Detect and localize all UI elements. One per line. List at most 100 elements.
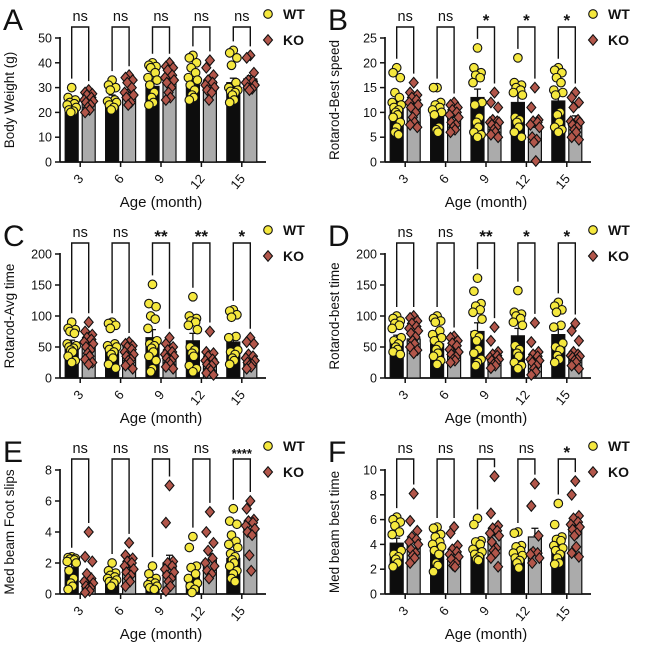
y-tick-label: 2 bbox=[370, 563, 377, 577]
legend-ko-marker bbox=[262, 249, 274, 263]
panel-letter: F bbox=[328, 436, 346, 469]
point-ko-15 bbox=[566, 488, 577, 501]
x-tick-label: 15 bbox=[227, 171, 248, 192]
point-wt-12 bbox=[192, 324, 203, 335]
bar-wt-6 bbox=[429, 111, 445, 163]
y-tick-label: 50 bbox=[38, 32, 52, 46]
sig-label-3: ns bbox=[398, 441, 413, 457]
sig-bracket-15 bbox=[557, 458, 576, 495]
sig-bracket-15 bbox=[557, 26, 576, 84]
y-tick-label: 15 bbox=[363, 81, 377, 95]
point-ko-6 bbox=[120, 359, 131, 372]
point-wt-15 bbox=[553, 498, 564, 509]
point-wt-3 bbox=[64, 565, 74, 576]
sig-label-3: ns bbox=[73, 9, 88, 25]
point-ko-9 bbox=[160, 516, 172, 529]
x-tick-label: 15 bbox=[552, 387, 573, 408]
point-wt-9 bbox=[477, 314, 487, 324]
legend-ko-label: KO bbox=[608, 248, 629, 264]
point-wt-6 bbox=[434, 549, 444, 560]
point-ko-12 bbox=[529, 477, 541, 490]
point-wt-9 bbox=[150, 314, 161, 324]
sig-label-12: ns bbox=[194, 9, 209, 25]
sig-label-15: * bbox=[563, 11, 570, 30]
panel-e: E 0 2 4 6 8 Med beam Foot slips Age (month) 3 ns 6… bbox=[0, 432, 325, 649]
sig-label-3: ns bbox=[398, 225, 413, 241]
y-tick-label: 0 bbox=[370, 372, 377, 386]
point-wt-15 bbox=[556, 77, 566, 88]
point-wt-3 bbox=[69, 328, 80, 339]
y-tick-label: 10 bbox=[38, 131, 52, 145]
y-tick-label: 0 bbox=[45, 372, 52, 386]
point-ko-12 bbox=[526, 368, 537, 382]
point-wt-6 bbox=[428, 566, 439, 577]
point-wt-9 bbox=[472, 43, 483, 53]
point-wt-6 bbox=[433, 127, 443, 138]
y-tick-label: 20 bbox=[38, 106, 52, 120]
panel-letter: A bbox=[3, 4, 23, 37]
x-tick-label: 12 bbox=[512, 171, 533, 192]
y-tick-label: 10 bbox=[363, 106, 377, 120]
point-ko-3 bbox=[83, 525, 94, 539]
point-ko-15 bbox=[566, 324, 577, 338]
y-tick-label: 25 bbox=[363, 32, 377, 46]
legend-wt-marker bbox=[263, 225, 273, 235]
sig-label-15: ns bbox=[234, 9, 249, 25]
sig-bracket-12 bbox=[192, 458, 211, 528]
point-wt-9 bbox=[149, 584, 160, 595]
legend-ko-label: KO bbox=[608, 32, 629, 48]
y-axis-title: Rotarod-Best speed bbox=[327, 40, 342, 160]
y-tick-label: 0 bbox=[370, 156, 377, 170]
x-axis-title: Age (month) bbox=[445, 410, 528, 427]
sig-label-12: ** bbox=[195, 227, 209, 246]
panel-c-chart: C 0 50 100 150 200 Rotarod-Avg time Age (month)… bbox=[2, 220, 305, 427]
point-wt-15 bbox=[230, 576, 240, 587]
legend-wt-label: WT bbox=[283, 6, 305, 22]
sig-label-9: ns bbox=[478, 441, 493, 457]
legend-ko-label: KO bbox=[283, 32, 304, 48]
point-wt-9 bbox=[151, 355, 161, 366]
x-tick-label: 9 bbox=[476, 387, 492, 402]
point-wt-9 bbox=[469, 519, 479, 530]
panel-letter: B bbox=[328, 4, 348, 37]
x-tick-label: 12 bbox=[187, 603, 208, 624]
point-wt-6 bbox=[430, 317, 441, 328]
point-ko-15 bbox=[570, 475, 581, 488]
sig-label-3: ns bbox=[398, 9, 413, 25]
point-wt-3 bbox=[393, 129, 404, 140]
panel-a-chart: A 0 10 20 30 40 50 Body Weight (g) Age (month) 3 n… bbox=[2, 4, 305, 211]
point-wt-9 bbox=[144, 80, 155, 90]
point-ko-15 bbox=[566, 131, 577, 144]
point-wt-12 bbox=[513, 52, 523, 63]
point-ko-15 bbox=[566, 546, 577, 560]
point-ko-3 bbox=[87, 555, 98, 568]
point-wt-6 bbox=[432, 359, 442, 370]
point-ko-12 bbox=[203, 93, 215, 107]
panel-letter: C bbox=[3, 220, 25, 253]
point-wt-12 bbox=[513, 285, 523, 296]
point-wt-12 bbox=[517, 320, 528, 331]
point-wt-15 bbox=[226, 60, 237, 71]
point-wt-15 bbox=[224, 97, 235, 108]
point-wt-3 bbox=[388, 561, 398, 572]
point-ko-15 bbox=[573, 334, 585, 347]
y-tick-label: 6 bbox=[45, 495, 52, 509]
point-wt-15 bbox=[224, 561, 235, 571]
point-ko-9 bbox=[485, 361, 497, 375]
y-tick-label: 4 bbox=[45, 526, 52, 540]
y-axis-title: Med beam Foot slips bbox=[2, 469, 17, 595]
legend-ko-label: KO bbox=[283, 248, 304, 264]
point-ko-3 bbox=[408, 347, 419, 360]
point-ko-12 bbox=[534, 551, 545, 565]
point-ko-15 bbox=[245, 494, 256, 508]
point-wt-9 bbox=[145, 366, 156, 377]
point-ko-15 bbox=[246, 528, 258, 542]
panel-f: F 0 2 4 6 8 10 Med beam best time Age (month) 3 ns… bbox=[325, 432, 650, 649]
sig-label-15: **** bbox=[232, 446, 253, 461]
sig-bracket-15 bbox=[232, 26, 251, 47]
point-ko-15 bbox=[244, 83, 255, 97]
point-ko-9 bbox=[485, 507, 497, 520]
point-ko-12 bbox=[533, 529, 544, 542]
point-wt-9 bbox=[468, 77, 478, 88]
